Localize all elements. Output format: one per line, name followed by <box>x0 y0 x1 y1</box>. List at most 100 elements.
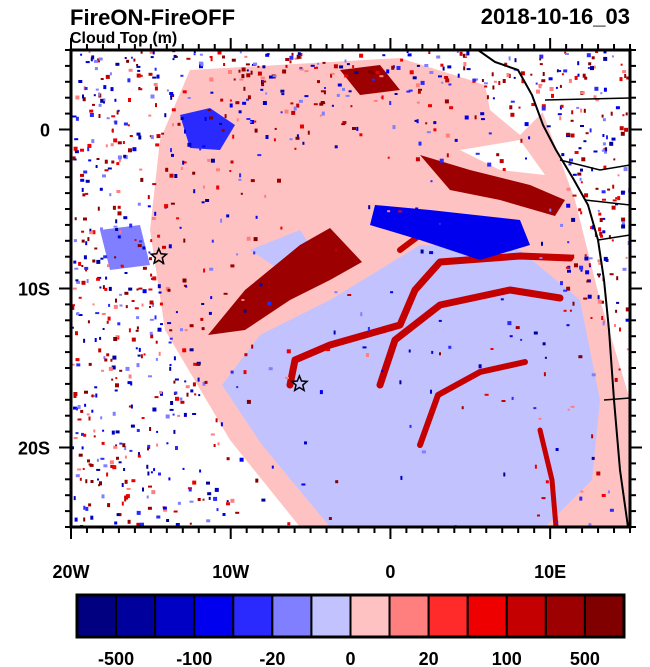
noise-pixel <box>244 353 248 357</box>
noise-pixel <box>153 468 156 472</box>
noise-pixel <box>123 122 128 126</box>
noise-pixel <box>136 363 140 368</box>
noise-pixel <box>75 95 80 100</box>
noise-pixel <box>123 468 126 471</box>
noise-pixel <box>74 158 77 161</box>
noise-pixel <box>390 291 394 294</box>
positive-ridge <box>376 286 564 389</box>
noise-pixel <box>123 154 127 158</box>
noise-pixel <box>209 56 213 58</box>
strong-positive-band <box>208 228 362 335</box>
noise-pixel <box>615 203 618 206</box>
noise-pixel <box>366 353 369 357</box>
noise-pixel <box>317 62 320 65</box>
noise-pixel <box>580 181 583 184</box>
noise-pixel <box>172 123 174 127</box>
noise-pixel <box>187 487 192 490</box>
noise-pixel <box>194 393 197 396</box>
noise-pixel <box>92 303 95 306</box>
noise-pixel <box>602 142 606 146</box>
noise-pixel <box>541 106 546 111</box>
noise-pixel <box>457 73 460 78</box>
noise-pixel <box>445 78 450 83</box>
noise-pixel <box>168 244 172 249</box>
noise-pixel <box>206 481 210 485</box>
noise-pixel <box>239 51 242 54</box>
noise-pixel <box>115 377 118 380</box>
noise-pixel <box>289 138 293 141</box>
noise-pixel <box>386 69 390 74</box>
noise-pixel <box>330 73 333 78</box>
noise-pixel <box>136 429 140 432</box>
noise-pixel <box>611 239 614 242</box>
noise-pixel <box>156 134 161 139</box>
noise-pixel <box>563 309 567 312</box>
noise-pixel <box>597 295 600 300</box>
noise-pixel <box>78 296 82 299</box>
noise-pixel <box>89 228 92 232</box>
colorbar-box <box>505 594 547 638</box>
noise-pixel <box>626 76 630 80</box>
noise-pixel <box>622 267 627 271</box>
noise-pixel <box>293 106 297 111</box>
noise-pixel <box>88 50 91 54</box>
noise-pixel <box>601 190 606 194</box>
noise-pixel <box>328 517 332 520</box>
noise-pixel <box>113 138 118 143</box>
noise-pixel <box>602 118 606 122</box>
noise-pixel <box>124 57 127 59</box>
noise-pixel <box>622 70 627 74</box>
noise-pixel <box>180 117 184 120</box>
noise-pixel <box>106 320 109 324</box>
noise-pixel <box>591 373 596 377</box>
noise-pixel <box>154 211 157 216</box>
noise-pixel <box>381 95 384 100</box>
noise-pixel <box>116 513 121 517</box>
noise-pixel <box>243 309 247 313</box>
noise-pixel <box>300 124 304 129</box>
noise-pixel <box>83 170 88 174</box>
noise-pixel <box>121 483 124 487</box>
noise-pixel <box>157 284 161 289</box>
noise-pixel <box>159 390 163 394</box>
country-border <box>544 97 630 101</box>
noise-pixel <box>612 199 617 202</box>
noise-pixel <box>149 427 152 431</box>
noise-pixel <box>387 210 391 213</box>
country-border <box>597 234 630 241</box>
noise-pixel <box>111 129 114 132</box>
noise-pixel <box>115 430 120 434</box>
noise-pixel <box>116 456 119 460</box>
noise-pixel <box>584 193 589 198</box>
noise-pixel <box>96 277 101 281</box>
noise-pixel <box>96 468 101 471</box>
noise-pixel <box>570 405 575 408</box>
noise-pixel <box>213 496 218 501</box>
noise-pixel <box>438 75 442 78</box>
noise-pixel <box>119 442 123 445</box>
noise-pixel <box>100 227 103 231</box>
noise-pixel <box>415 83 420 88</box>
noise-pixel <box>216 508 219 512</box>
noise-pixel <box>78 453 83 457</box>
noise-pixel <box>169 366 172 371</box>
noise-pixel <box>334 145 338 149</box>
noise-pixel <box>280 111 283 114</box>
noise-pixel <box>238 69 241 73</box>
noise-pixel <box>105 74 110 79</box>
noise-pixel <box>600 234 603 238</box>
noise-pixel <box>478 364 482 369</box>
noise-pixel <box>508 56 511 61</box>
noise-pixel <box>147 195 150 200</box>
noise-pixel <box>166 442 169 445</box>
noise-pixel <box>115 298 117 303</box>
noise-pixel <box>113 225 118 228</box>
noise-pixel <box>348 90 352 93</box>
noise-pixel <box>84 266 89 270</box>
noise-pixel <box>87 320 90 324</box>
noise-pixel <box>549 208 552 212</box>
noise-pixel <box>299 68 304 71</box>
noise-pixel <box>574 75 578 80</box>
noise-pixel <box>158 291 162 294</box>
noise-pixel <box>118 158 121 163</box>
